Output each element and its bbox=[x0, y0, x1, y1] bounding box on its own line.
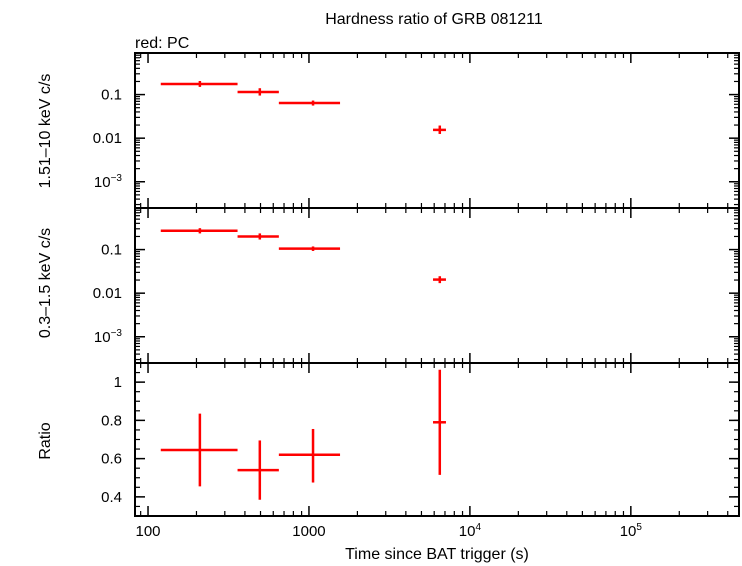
panel-3-frame bbox=[134, 362, 740, 517]
data-point bbox=[278, 100, 341, 106]
y-tick-label: 0.8 bbox=[101, 412, 122, 429]
y-tick-label: 0.01 bbox=[93, 130, 122, 147]
data-point bbox=[237, 233, 279, 240]
y-tick-label: 0.1 bbox=[101, 87, 122, 104]
x-tick-label: 105 bbox=[620, 522, 643, 540]
data-point bbox=[160, 81, 238, 87]
data-point bbox=[433, 125, 446, 134]
data-point bbox=[278, 428, 341, 483]
x-tick-label: 104 bbox=[459, 522, 482, 540]
panel-3: 0.4 0.6 0.8 1 bbox=[101, 362, 740, 517]
panel-2-y-axis-label: 0.3–1.5 keV c/s bbox=[37, 228, 54, 338]
y-tick-label: 0.4 bbox=[101, 489, 122, 506]
chart-subtitle: red: PC bbox=[135, 35, 189, 52]
x-axis-label: Time since BAT trigger (s) bbox=[345, 546, 529, 563]
data-point bbox=[160, 413, 238, 487]
data-point bbox=[433, 369, 446, 475]
data-point bbox=[433, 276, 446, 284]
panel-1-y-axis-label: 1.51–10 keV c/s bbox=[37, 74, 54, 189]
data-point bbox=[160, 228, 238, 234]
chart-title: Hardness ratio of GRB 081211 bbox=[325, 11, 543, 28]
y-tick-label: 0.01 bbox=[93, 285, 122, 302]
y-tick-label: 10−3 bbox=[94, 328, 123, 346]
y-tick-label: 1 bbox=[114, 374, 122, 391]
x-tick-label: 100 bbox=[136, 523, 161, 540]
plot-panels: 0.1 0.01 10−3 0.1 0.01 10−3 0.4 0.6 0.8 1 100 1000 1… bbox=[93, 52, 740, 540]
y-tick-label: 0.6 bbox=[101, 451, 122, 468]
data-point bbox=[278, 246, 341, 251]
y-tick-label: 10−3 bbox=[94, 173, 123, 191]
x-tick-label: 1000 bbox=[292, 523, 325, 540]
y-tick-label: 0.1 bbox=[101, 242, 122, 259]
panel-2: 0.1 0.01 10−3 bbox=[93, 207, 740, 364]
data-point bbox=[237, 440, 279, 500]
panel-1: 0.1 0.01 10−3 bbox=[93, 52, 740, 209]
data-point bbox=[237, 88, 279, 96]
panel-3-y-axis-label: Ratio bbox=[37, 422, 54, 459]
